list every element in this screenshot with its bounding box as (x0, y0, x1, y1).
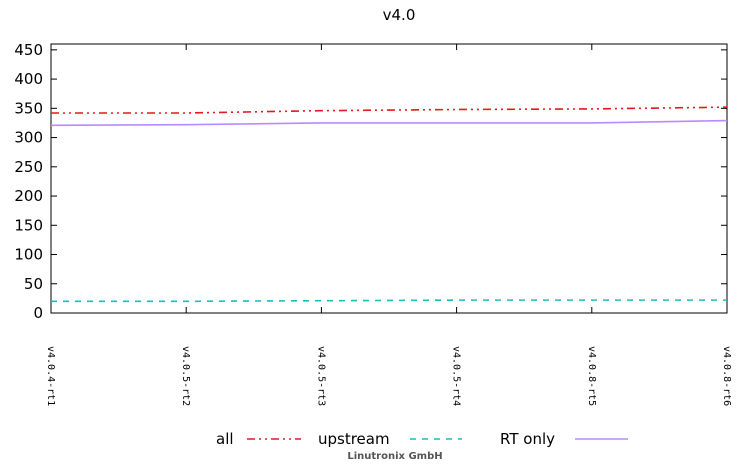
legend-label-upstream: upstream (318, 430, 390, 448)
series-line-upstream (51, 299, 727, 303)
x-tick-label: v4.0.8-rt5 (586, 346, 597, 406)
y-tick-label: 350 (14, 99, 43, 117)
credit-label: Linutronix GmbH (347, 451, 442, 462)
y-tick-label: 200 (14, 187, 43, 205)
y-tick-label: 100 (14, 246, 43, 264)
y-tick-label: 400 (14, 70, 43, 88)
axes (50, 43, 728, 314)
x-tick-label: v4.0.8-rt6 (721, 346, 732, 406)
x-tick-label: v4.0.5-rt4 (451, 346, 462, 406)
series-line-rt-only (50, 119, 728, 127)
legend-label-all: all (216, 430, 234, 448)
x-axis-ticks: v4.0.4-rt1 v4.0.5-rt2 v4.0.5-rt3 v4.0.5-rt4… (45, 44, 732, 406)
x-tick-label: v4.0.5-rt2 (180, 346, 191, 406)
chart-title: v4.0 (383, 6, 416, 24)
legend-label-rt-only: RT only (500, 430, 555, 448)
x-tick-label: v4.0.5-rt3 (315, 346, 326, 406)
y-tick-label: 50 (24, 275, 43, 293)
y-axis-ticks: 0 50 100 150 200 250 300 350 400 450 (14, 41, 727, 322)
series-lines (50, 106, 728, 303)
y-tick-label: 150 (14, 216, 43, 234)
plot-frame (50, 43, 728, 314)
y-tick-label: 250 (14, 158, 43, 176)
y-tick-label: 0 (33, 304, 43, 322)
x-tick-label: v4.0.4-rt1 (45, 346, 56, 406)
y-tick-label: 450 (14, 41, 43, 59)
legend: all upstream RT only (216, 430, 628, 448)
series-line-all (51, 106, 728, 114)
y-tick-label: 300 (14, 129, 43, 147)
